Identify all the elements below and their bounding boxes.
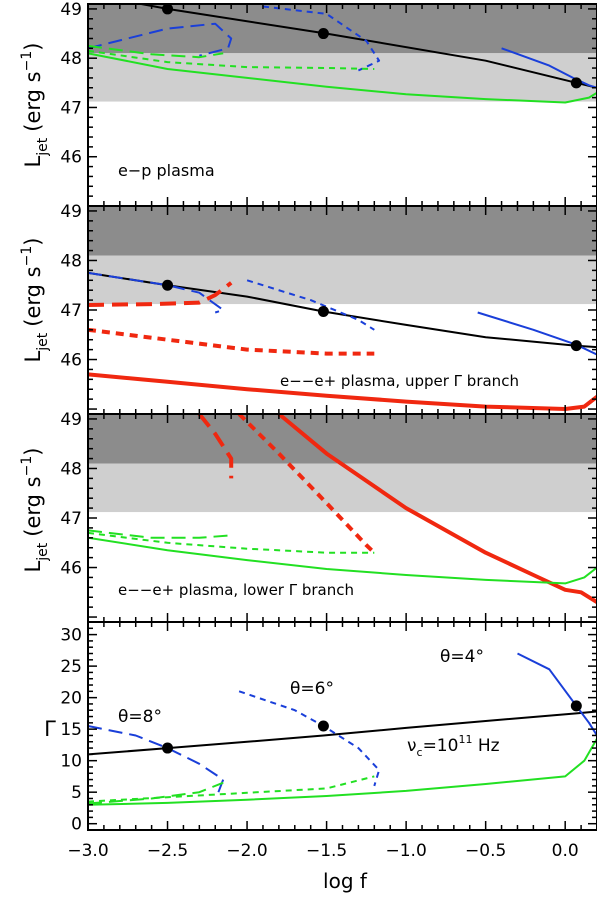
theta-4-label: θ=4° [440, 647, 484, 667]
y-tick-label: 48 [60, 459, 82, 479]
y-tick-label: 30 [60, 626, 82, 646]
data-point-marker [317, 28, 329, 40]
series-line-blue-shortdash [262, 5, 381, 72]
data-point-marker [317, 720, 329, 732]
y-tick-label: 10 [60, 752, 82, 772]
y-tick-label: 48 [60, 49, 82, 69]
data-point-marker [570, 700, 582, 712]
x-tick-label: −1.0 [385, 841, 426, 861]
tick-group: 0 5 10 15 20 25 30 −3.0 −2.5 −2.0 −1.5 −1.0 −0.5 0.0 [60, 621, 597, 861]
panel-annotation: e−−e+ plasma, lower Γ branch [118, 581, 354, 599]
y-tick-label: 46 [60, 559, 82, 579]
y-tick-label: 49 [60, 410, 82, 430]
y-axis-label: Γ [44, 717, 56, 741]
y-tick-label: 5 [71, 783, 82, 803]
series-line-green-solid [88, 738, 597, 806]
series-line-blue-shortdash [238, 690, 381, 787]
y-axis-label: Ljet(erg s−1) [19, 238, 51, 363]
series-line-red-shortdash-thick [88, 327, 375, 356]
y-tick-label: 49 [60, 202, 82, 222]
y-tick-label: 48 [60, 251, 82, 271]
y-tick-label: 47 [60, 301, 82, 321]
series-line-red-longdash-thick [88, 281, 233, 307]
shaded-bands [88, 206, 597, 305]
x-tick-label: −3.0 [67, 841, 108, 861]
panel-annotation: e−−e+ plasma, upper Γ branch [280, 372, 519, 390]
y-tick-label: 20 [60, 689, 82, 709]
data-point-marker [570, 77, 582, 89]
shaded-bands [88, 414, 597, 513]
marker-group [162, 279, 582, 352]
panel-upper-middle: 46 47 48 49 Ljet(erg s−1) e−−e+ plasma, upp… [19, 202, 597, 415]
series-group [88, 271, 597, 411]
x-axis-label: log f [323, 869, 368, 893]
series-line-green-shortdash [88, 531, 375, 554]
series-line-blue-longdash [88, 271, 225, 314]
y-tick-label: 47 [60, 509, 82, 529]
marker-group [162, 700, 582, 754]
x-tick-label: −1.5 [306, 841, 347, 861]
data-point-marker [317, 305, 329, 317]
x-tick-label: −0.5 [465, 841, 506, 861]
band-dark [88, 414, 597, 464]
marker-group [162, 4, 582, 89]
series-line-red-solid-thick [277, 414, 597, 604]
series-line-blue-shortdash [246, 279, 375, 331]
data-point-marker [570, 340, 582, 352]
data-point-marker [162, 279, 174, 291]
series-line-blue-longdash [88, 22, 233, 57]
y-tick-label: 46 [60, 148, 82, 168]
y-axis-label: Ljet(erg s−1) [19, 43, 51, 168]
panel-annotation: e−p plasma [118, 161, 215, 180]
y-tick-label: 0 [71, 815, 82, 835]
y-tick-label: 25 [60, 657, 82, 677]
series-line-red-solid-thick [88, 372, 597, 411]
series-group [88, 652, 597, 806]
series-line-blue-solid [501, 47, 597, 89]
band-light [88, 53, 597, 102]
tick-group: 46 47 48 49 [60, 0, 597, 207]
series-line-green-solid [88, 536, 597, 585]
series-line-red-longdash-thick [197, 414, 234, 479]
series-line-green-longdash [88, 781, 224, 805]
theta-6-label: θ=6° [290, 679, 334, 699]
series-line-green-longdash [88, 529, 232, 539]
y-axis-label: Ljet(erg s−1) [19, 448, 51, 573]
panel-lower-middle: 46 47 48 49 Ljet(erg s−1) e−−e+ plasma, low… [19, 410, 597, 623]
plot-frame [87, 621, 597, 831]
band-light [88, 463, 597, 513]
y-tick-label: 46 [60, 351, 82, 371]
series-line-blue-solid [477, 311, 597, 356]
y-tick-label: 49 [60, 0, 82, 20]
series-line-blue-longdash [88, 725, 225, 793]
series-line-blue-solid [517, 652, 597, 737]
series-line-black-solid [88, 710, 597, 756]
x-tick-label: −2.5 [147, 841, 188, 861]
series-line-green-solid [88, 52, 597, 104]
series-line-red-shortdash-thick [237, 414, 376, 555]
panel-top: 46 47 48 49 Ljet(erg s−1) e−p plasma [19, 0, 597, 207]
x-tick-label: −2.0 [226, 841, 267, 861]
nu-c-label: νc=1011 Hz [407, 733, 500, 759]
band-dark [88, 206, 597, 256]
series-line-green-shortdash [88, 775, 375, 803]
band-light [88, 255, 597, 305]
theta-8-label: θ=8° [118, 707, 162, 727]
series-line-green-longdash [88, 44, 224, 59]
shaded-bands [88, 4, 597, 102]
series-line-black-solid [88, 271, 597, 349]
y-tick-label: 47 [60, 98, 82, 118]
x-tick-label: 0.0 [552, 841, 579, 861]
series-line-green-shortdash [88, 49, 375, 70]
y-tick-label: 15 [60, 720, 82, 740]
data-point-marker [162, 742, 174, 754]
series-group [88, 414, 597, 604]
